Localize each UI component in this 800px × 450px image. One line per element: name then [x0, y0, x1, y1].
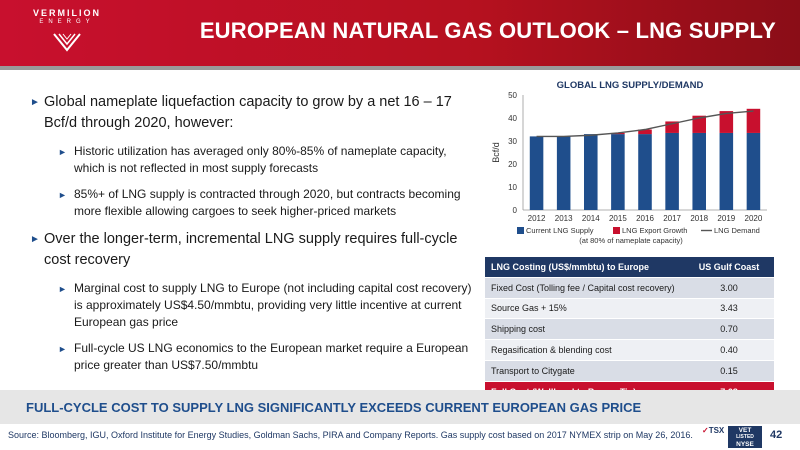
row-label: Transport to Citygate — [491, 365, 575, 376]
header-bar: VERMILION ENERGY EUROPEAN NATURAL GAS OU… — [0, 0, 800, 66]
tsx-label: TSX — [708, 426, 725, 435]
row-value: 3.43 — [720, 303, 738, 314]
row-label: Regasification & blending cost — [491, 345, 612, 356]
bullet-primary: ► Over the longer-term, incremental LNG … — [30, 229, 480, 271]
bar-current-lng-supply — [665, 132, 679, 210]
row-value: 3.00 — [720, 282, 738, 293]
conclusion-banner: FULL-CYCLE COST TO SUPPLY LNG SIGNIFICAN… — [0, 390, 800, 424]
bullet-arrow-icon: ► — [58, 147, 67, 157]
x-tick-label: 2019 — [717, 214, 735, 223]
bar-current-lng-supply — [584, 134, 598, 210]
bullet-text: Historic utilization has averaged only 8… — [74, 144, 447, 175]
row-value: 0.70 — [720, 324, 738, 335]
y-tick-label: 40 — [508, 114, 517, 123]
table-row: Shipping cost 0.70 — [485, 319, 774, 341]
row-label: Fixed Cost (Tolling fee / Capital cost r… — [491, 282, 675, 293]
x-tick-label: 2020 — [745, 214, 763, 223]
bar-lng-export-growth — [638, 129, 652, 135]
lng-cost-table: LNG Costing (US$/mmbtu) to Europe US Gul… — [485, 257, 774, 403]
ticker-line: NYSE — [736, 441, 754, 448]
bullet-text: Full-cycle US LNG economics to the Europ… — [74, 341, 469, 372]
y-axis-label: Bcf/d — [491, 142, 501, 163]
bar-current-lng-supply — [692, 132, 706, 210]
table-row: Transport to Citygate 0.15 — [485, 360, 774, 382]
bar-lng-export-growth — [665, 121, 679, 133]
bar-current-lng-supply — [529, 136, 544, 210]
page-number: 42 — [770, 429, 783, 441]
bar-current-lng-supply — [746, 132, 761, 210]
tsx-logo: ✓TSX — [702, 426, 724, 435]
row-label: Shipping cost — [491, 324, 546, 335]
bullet-text: 85%+ of LNG supply is contracted through… — [74, 187, 461, 218]
bullet-primary: ► Global nameplate liquefaction capacity… — [30, 92, 480, 134]
legend-swatch — [517, 227, 524, 234]
lng-chart: GLOBAL LNG SUPPLY/DEMAND 0 10 20 30 40 50 Bcf/… — [485, 78, 775, 248]
bullet-list: ► Global nameplate liquefaction capacity… — [30, 92, 480, 383]
table-row: Regasification & blending cost 0.40 — [485, 340, 774, 361]
bar-lng-export-growth — [746, 108, 761, 133]
table-header-row: LNG Costing (US$/mmbtu) to Europe US Gul… — [485, 257, 774, 278]
x-tick-label: 2017 — [663, 214, 681, 223]
y-tick-label: 30 — [508, 137, 517, 146]
bullet-arrow-icon: ► — [58, 284, 67, 294]
bullet-text: Marginal cost to supply LNG to Europe (n… — [74, 281, 472, 329]
page-title: EUROPEAN NATURAL GAS OUTLOOK – LNG SUPPL… — [199, 18, 776, 43]
bullet-text: Over the longer-term, incremental LNG su… — [44, 231, 458, 268]
header-divider — [0, 66, 800, 70]
footer: Source: Bloomberg, IGU, Oxford Institute… — [0, 424, 800, 450]
lng-demand-line — [536, 110, 754, 138]
table-row: Fixed Cost (Tolling fee / Capital cost r… — [485, 277, 774, 299]
x-tick-label: 2012 — [528, 214, 546, 223]
tsx-mark-icon: ✓ — [702, 426, 709, 435]
legend-label: LNG Demand — [714, 226, 760, 235]
bullet-arrow-icon: ► — [58, 344, 67, 354]
row-value: 0.40 — [720, 345, 738, 356]
bar-current-lng-supply — [611, 134, 625, 210]
bar-current-lng-supply — [638, 134, 652, 210]
bullet-secondary: ► 85%+ of LNG supply is contracted throu… — [58, 186, 478, 220]
bar-current-lng-supply — [556, 136, 571, 210]
legend-label: Current LNG Supply — [526, 226, 594, 235]
logo-subtitle: ENERGY — [39, 19, 95, 25]
bar-lng-export-growth — [719, 111, 734, 133]
bullet-text: Global nameplate liquefaction capacity t… — [44, 94, 452, 131]
chart-title: GLOBAL LNG SUPPLY/DEMAND — [556, 80, 704, 91]
y-tick-label: 0 — [513, 206, 518, 215]
row-value: 0.15 — [720, 365, 738, 376]
table-header-value: US Gulf Coast — [698, 261, 760, 272]
x-tick-label: 2018 — [690, 214, 708, 223]
x-tick-label: 2015 — [609, 214, 627, 223]
ticker-badge: VET LISTED NYSE — [728, 426, 762, 448]
table-row: Source Gas + 15% 3.43 — [485, 298, 774, 320]
source-note: Source: Bloomberg, IGU, Oxford Institute… — [8, 430, 693, 440]
bullet-secondary: ► Full-cycle US LNG economics to the Eur… — [58, 340, 478, 374]
bullet-arrow-icon: ► — [30, 97, 40, 108]
company-logo: VERMILION ENERGY — [22, 8, 112, 58]
legend-note: (at 80% of nameplate capacity) — [579, 236, 683, 245]
chart-plot: 0 10 20 30 40 50 Bcf/d 2012 2013 2014 2015 2016 2017… — [491, 91, 767, 245]
ticker-line: LISTED — [736, 434, 754, 440]
conclusion-text: FULL-CYCLE COST TO SUPPLY LNG SIGNIFICAN… — [26, 400, 642, 415]
table-header-label: LNG Costing (US$/mmbtu) to Europe — [491, 261, 649, 272]
legend-swatch — [613, 227, 620, 234]
y-tick-label: 10 — [508, 183, 517, 192]
bullet-secondary: ► Historic utilization has averaged only… — [58, 143, 478, 177]
logo-name: VERMILION — [32, 8, 101, 18]
x-tick-label: 2013 — [555, 214, 573, 223]
legend-label: LNG Export Growth — [622, 226, 687, 235]
y-tick-label: 50 — [508, 91, 517, 100]
row-label: Source Gas + 15% — [491, 303, 567, 314]
bullet-arrow-icon: ► — [58, 190, 67, 200]
bar-current-lng-supply — [719, 132, 734, 210]
x-tick-label: 2014 — [582, 214, 600, 223]
x-tick-label: 2016 — [636, 214, 654, 223]
logo-mark-icon — [53, 33, 81, 52]
bullet-secondary: ► Marginal cost to supply LNG to Europe … — [58, 280, 478, 331]
ticker-line: VET — [738, 427, 752, 434]
bullet-arrow-icon: ► — [30, 234, 40, 245]
bar-lng-export-growth — [692, 115, 706, 133]
y-tick-label: 20 — [508, 160, 517, 169]
